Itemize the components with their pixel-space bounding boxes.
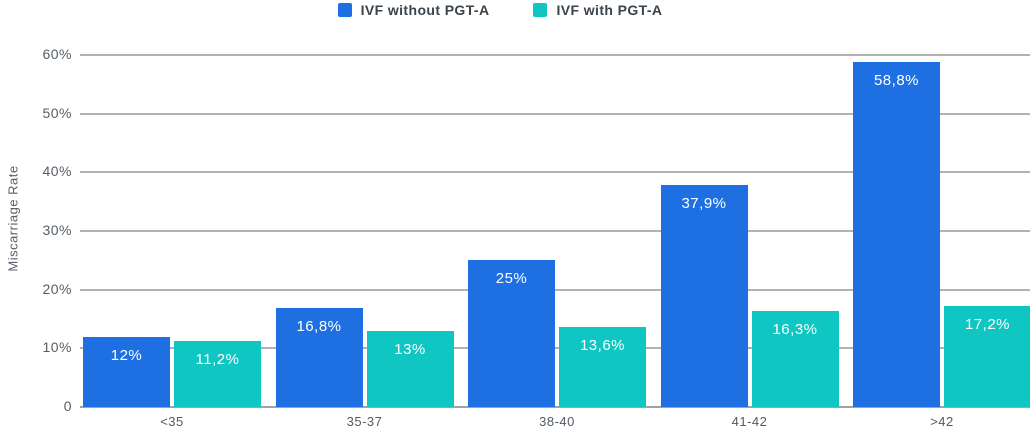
y-tick-label: 10% (42, 339, 72, 356)
bar: 11,2% (174, 341, 261, 407)
x-tick-label: 38-40 (539, 414, 575, 429)
y-tick-label: 40% (42, 163, 72, 180)
y-tick-label: 30% (42, 222, 72, 238)
x-tick-label: 41-42 (731, 414, 768, 429)
bar-value-label: 13,6% (579, 337, 626, 355)
bar: 37,9% (660, 184, 748, 407)
bar: 12% (83, 336, 170, 407)
x-tick-label: 35-37 (346, 414, 383, 429)
legend-label: IVF without PGT-A (360, 2, 490, 18)
bar: 16,3% (751, 311, 839, 407)
bar-value-label: 58,8% (873, 72, 920, 90)
bar-value-label: 37,9% (681, 194, 727, 212)
y-tick-label: 0 (63, 398, 72, 414)
gridline (80, 112, 1030, 115)
bar-value-label: 11,2% (195, 351, 240, 369)
legend-label: IVF with PGT-A (556, 2, 663, 18)
bar-value-label: 17,2% (964, 316, 1011, 334)
chart-legend: IVF without PGT-A IVF with PGT-A (0, 2, 1000, 18)
y-tick-label: 50% (42, 104, 72, 121)
legend-color-swatch (337, 3, 352, 17)
gridline (80, 54, 1030, 56)
x-tick-label: <35 (160, 414, 184, 429)
bar: 17,2% (944, 306, 1030, 407)
legend-item: IVF without PGT-A (337, 2, 490, 18)
x-axis-line (80, 406, 1030, 408)
bar: 16,8% (275, 308, 363, 407)
x-tick-label: >42 (930, 414, 954, 429)
bar-value-label: 16,8% (296, 318, 342, 336)
bar-value-label: 25% (495, 270, 528, 288)
gridline (80, 288, 1030, 291)
bar-value-label: 13% (394, 340, 426, 358)
bar: 25% (468, 260, 555, 407)
gridline (80, 171, 1030, 174)
gridline (80, 230, 1030, 232)
legend-color-swatch (533, 3, 548, 17)
bar: 58,8% (853, 62, 940, 407)
bar: 13,6% (559, 327, 646, 407)
gridline (80, 347, 1030, 350)
bar-value-label: 16,3% (772, 321, 818, 339)
bar-value-label: 12% (110, 346, 143, 364)
bar: 13% (366, 330, 454, 407)
y-tick-label: 60% (42, 46, 72, 62)
legend-item: IVF with PGT-A (533, 2, 662, 18)
y-tick-label: 20% (42, 280, 72, 297)
